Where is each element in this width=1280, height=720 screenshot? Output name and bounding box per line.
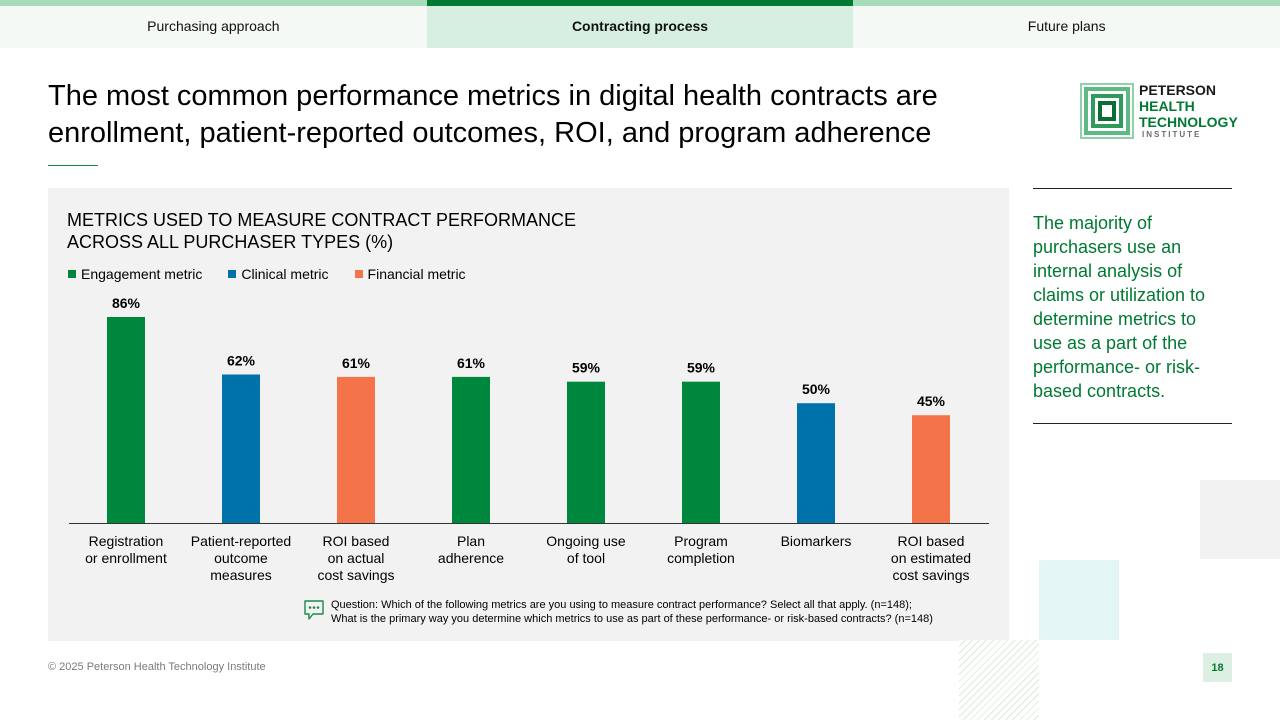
copyright: © 2025 Peterson Health Technology Instit…	[48, 661, 266, 673]
category-label: ROI based on actual cost savings	[317, 533, 394, 583]
bar-8	[912, 415, 950, 523]
decorative-square	[1200, 480, 1280, 559]
legend-swatch-clinical	[228, 270, 237, 278]
bar-2	[222, 374, 260, 523]
decorative-hatched-square	[959, 640, 1039, 720]
category-label: Biomarkers	[781, 533, 852, 549]
logo: PETERSON HEALTH TECHNOLOGY INSTITUTE	[1080, 82, 1240, 140]
legend-label: Clinical metric	[241, 266, 329, 282]
callout-bottom-rule	[1033, 423, 1232, 424]
data-label: 86%	[112, 295, 141, 311]
category-label: Registration or enrollment	[85, 533, 167, 566]
data-label: 50%	[802, 381, 831, 397]
title-underline	[48, 165, 98, 166]
category-label: Patient-reported outcome measures	[191, 533, 291, 583]
bar-6	[682, 381, 720, 523]
bar-3	[337, 376, 375, 523]
logo-line: TECHNOLOGY	[1139, 114, 1238, 130]
legend-item-financial: Financial metric	[354, 266, 466, 282]
tab-future-plans[interactable]: Future plans	[853, 0, 1280, 48]
note-text: Question: Which of the following metrics…	[331, 598, 933, 626]
decorative-square	[1039, 560, 1119, 640]
category-label: Program completion	[667, 533, 735, 566]
tab-contracting-process[interactable]: Contracting process	[426, 0, 854, 48]
legend-item-engagement: Engagement metric	[68, 266, 202, 282]
logo-line: PETERSON	[1139, 82, 1217, 98]
tab-label: Future plans	[1027, 18, 1106, 34]
comment-icon	[304, 600, 324, 620]
bar-7	[797, 403, 835, 523]
data-label: 59%	[572, 360, 601, 376]
legend-swatch-engagement	[68, 270, 76, 278]
category-label: Ongoing use of tool	[546, 533, 626, 566]
bar-5	[567, 381, 605, 523]
legend-item-clinical: Clinical metric	[228, 266, 329, 282]
section-tabs: Purchasing approach Contracting process …	[0, 0, 1280, 48]
category-label: Plan adherence	[438, 533, 504, 566]
tab-purchasing-approach[interactable]: Purchasing approach	[0, 0, 427, 48]
chart-legend: Engagement metric Clinical metric Financ…	[68, 266, 492, 282]
data-label: 45%	[917, 393, 946, 409]
tab-label: Purchasing approach	[147, 18, 280, 34]
legend-label: Financial metric	[367, 266, 466, 282]
callout-top-rule	[1033, 188, 1232, 189]
logo-wordmark: PETERSON HEALTH TECHNOLOGY INSTITUTE	[1139, 82, 1238, 140]
note-line: What is the primary way you determine wh…	[331, 613, 933, 625]
legend-swatch-financial	[354, 270, 363, 278]
legend-label: Engagement metric	[81, 266, 203, 282]
logo-line: HEALTH	[1139, 98, 1195, 114]
chart-title: METRICS USED TO MEASURE CONTRACT PERFORM…	[67, 210, 577, 252]
data-label: 61%	[457, 355, 486, 371]
logo-line: INSTITUTE	[1142, 130, 1202, 139]
data-label: 61%	[342, 355, 371, 371]
page-number: 18	[1203, 653, 1232, 682]
key-insight-callout: The majority of purchasers use an intern…	[1033, 213, 1206, 401]
bar-chart: 86% Registration or enrollment 62% Patient-r…	[69, 295, 989, 583]
note-line: Question: Which of the following metrics…	[331, 599, 912, 611]
bar-4	[452, 376, 490, 523]
logo-mark-icon	[1080, 83, 1134, 139]
chart-panel: METRICS USED TO MEASURE CONTRACT PERFORM…	[48, 188, 1009, 641]
bar-1	[107, 317, 145, 523]
survey-question-note: Question: Which of the following metrics…	[303, 598, 1003, 626]
data-label: 62%	[227, 352, 256, 368]
data-label: 59%	[687, 360, 716, 376]
tab-label: Contracting process	[571, 18, 709, 34]
page-title: The most common performance metrics in d…	[48, 80, 938, 149]
category-label: ROI based on estimated cost savings	[891, 533, 971, 583]
